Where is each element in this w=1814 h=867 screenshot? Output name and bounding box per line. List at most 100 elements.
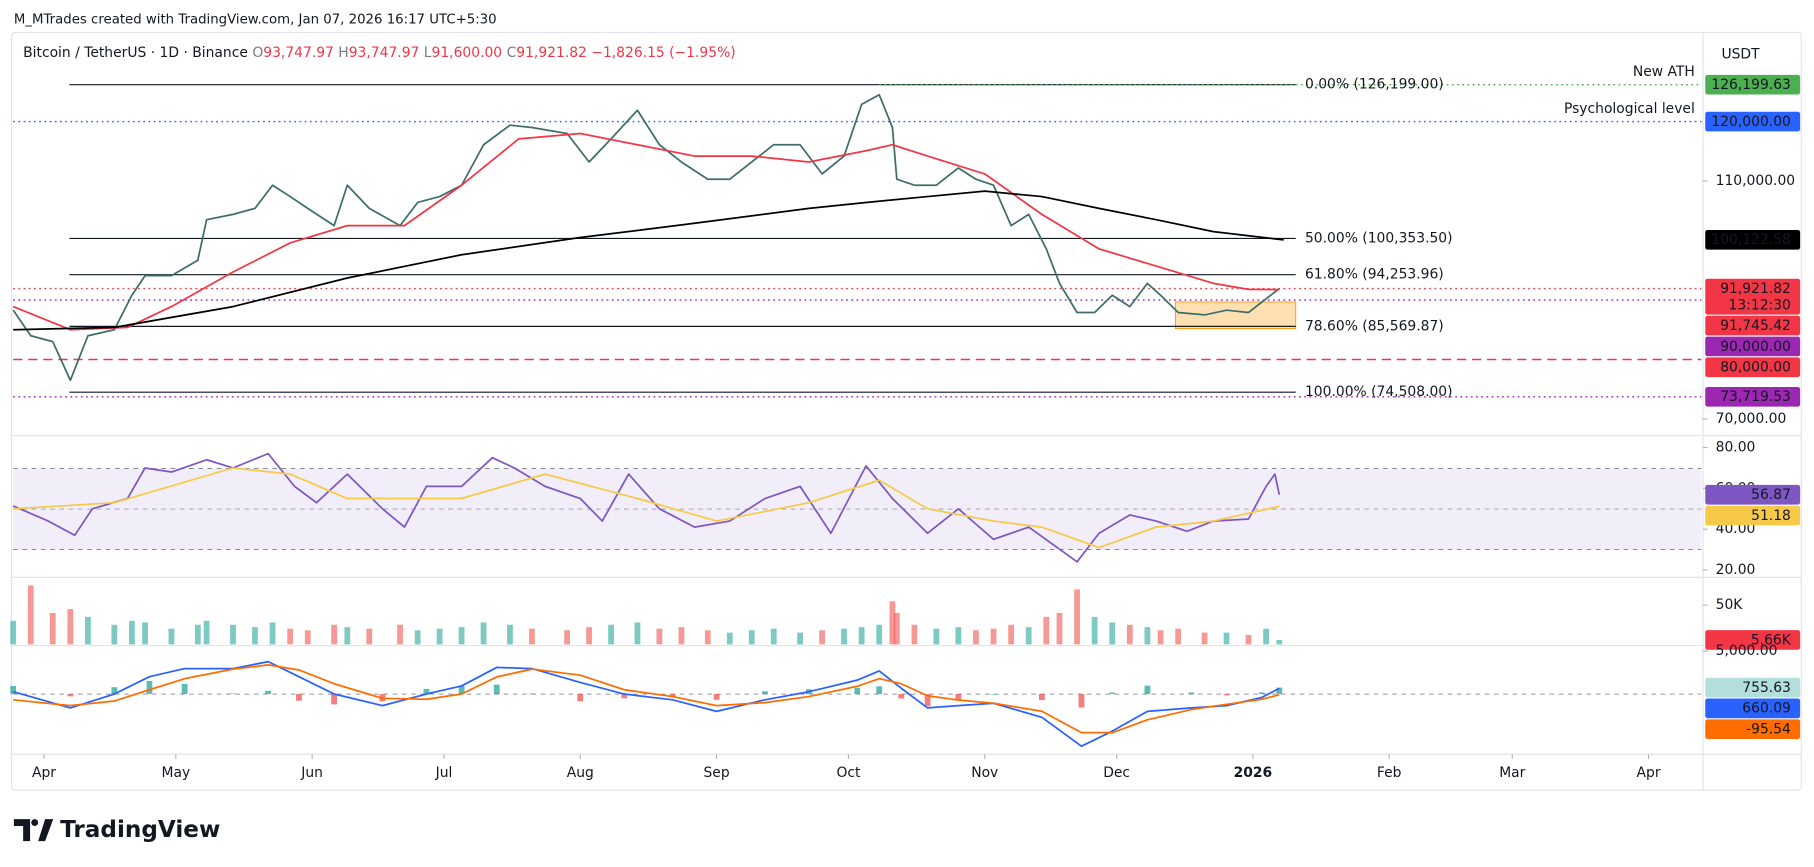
bar bbox=[265, 690, 272, 695]
price-label-box bbox=[1705, 505, 1801, 526]
bar bbox=[493, 684, 500, 695]
price-label-box bbox=[1705, 698, 1801, 719]
x-tick-label: Aug bbox=[567, 765, 594, 781]
price-label-box bbox=[1705, 677, 1801, 698]
price-label: 91,921.82 bbox=[1720, 281, 1791, 297]
volume-bar bbox=[1263, 628, 1269, 645]
fib-level-label: 78.60% (85,569.87) bbox=[1305, 318, 1444, 334]
price-label: 90,000.00 bbox=[1720, 339, 1791, 355]
volume-bar bbox=[933, 628, 940, 645]
fib-level-label: 61.80% (94,253.96) bbox=[1305, 267, 1444, 283]
x-tick-label: Sep bbox=[703, 765, 729, 781]
level-note: New ATH bbox=[1633, 64, 1695, 80]
volume-bar bbox=[1175, 628, 1182, 645]
price-label-box bbox=[1705, 315, 1801, 336]
bar bbox=[423, 688, 430, 695]
ohlc-value: 91,921.82 bbox=[516, 45, 587, 61]
countdown: 13:12:30 bbox=[1729, 297, 1791, 313]
x-tick-label: May bbox=[162, 765, 191, 781]
price-label: 5.66K bbox=[1751, 632, 1792, 648]
bar bbox=[146, 680, 153, 695]
volume-bar bbox=[168, 628, 175, 645]
price-label-box bbox=[1705, 630, 1801, 650]
price-line bbox=[12, 93, 1280, 382]
volume-bar bbox=[111, 624, 118, 645]
consolidation-box bbox=[1174, 301, 1297, 330]
volume-bar bbox=[331, 624, 338, 645]
volume-bar bbox=[27, 585, 34, 645]
guides bbox=[13, 83, 1708, 759]
volume-bar bbox=[586, 627, 592, 645]
footer-brand: TradingView bbox=[60, 817, 220, 843]
volume-bar bbox=[1126, 624, 1133, 645]
bar bbox=[854, 687, 861, 695]
indicator-line bbox=[12, 452, 1281, 563]
ohlc-key: L bbox=[424, 45, 432, 61]
bar bbox=[1223, 694, 1230, 696]
volume-bar bbox=[893, 612, 900, 645]
volume-bar bbox=[1223, 632, 1230, 645]
fib-level-label: 0.00% (126,199.00) bbox=[1305, 77, 1444, 93]
y-tick-label: 110,000.00 bbox=[1716, 173, 1795, 189]
price-label-box bbox=[1705, 357, 1801, 378]
volume-bar bbox=[230, 624, 236, 645]
volume-bar bbox=[128, 620, 135, 645]
volume-bar bbox=[49, 612, 56, 645]
volume-bar bbox=[269, 622, 276, 645]
volume-bar bbox=[287, 628, 294, 645]
bar bbox=[181, 684, 188, 695]
x-tick-label: Mar bbox=[1499, 765, 1525, 781]
price-label-box bbox=[1705, 74, 1801, 95]
volume-bar bbox=[1245, 634, 1252, 645]
attribution: M_MTrades created with TradingView.com, … bbox=[14, 13, 497, 28]
bar bbox=[713, 694, 720, 700]
bar bbox=[1276, 687, 1283, 695]
ohlc-key: H bbox=[338, 45, 348, 61]
price-change: −1,826.15 (−1.95%) bbox=[591, 45, 735, 61]
price-label: 660.09 bbox=[1742, 701, 1791, 717]
price-label: 91,745.42 bbox=[1720, 318, 1791, 334]
logo-dot bbox=[31, 819, 39, 827]
price-label: 120,000.00 bbox=[1711, 114, 1790, 130]
bar bbox=[621, 694, 628, 699]
bar bbox=[1039, 694, 1045, 701]
price-label: -95.54 bbox=[1746, 722, 1791, 738]
bar bbox=[898, 694, 905, 699]
volume-bar bbox=[458, 627, 465, 645]
bar bbox=[924, 694, 931, 707]
volume-bar bbox=[10, 620, 17, 645]
price-label: 126,199.63 bbox=[1711, 77, 1790, 93]
label-layer: 110,000.00 70,000.00 0.00% (126,199.00) 50.… bbox=[32, 64, 1801, 781]
volume-bar bbox=[973, 630, 979, 645]
volume-bar bbox=[1043, 616, 1050, 645]
price-label-box bbox=[1705, 278, 1801, 315]
price-label: 755.63 bbox=[1742, 680, 1791, 696]
bar bbox=[955, 694, 962, 700]
bar bbox=[1188, 692, 1195, 695]
volume-bar bbox=[414, 630, 421, 645]
volume-bar bbox=[480, 622, 487, 645]
volume-bar bbox=[1144, 627, 1151, 645]
ohlc-key: O bbox=[252, 45, 263, 61]
bar bbox=[1078, 694, 1085, 708]
bar bbox=[529, 693, 535, 695]
volume-bar bbox=[955, 627, 962, 645]
currency: USDT bbox=[1721, 46, 1760, 62]
footer-logo bbox=[13, 819, 54, 842]
price-label-box bbox=[1705, 111, 1801, 132]
bar bbox=[1258, 692, 1265, 695]
bar bbox=[762, 691, 768, 695]
x-tick-label: Dec bbox=[1103, 765, 1130, 781]
ohlc-value: 93,747.97 bbox=[349, 45, 420, 61]
bar bbox=[1144, 685, 1151, 695]
y-tick-label: 70,000.00 bbox=[1716, 411, 1787, 427]
volume-bar bbox=[770, 628, 777, 645]
x-tick-label: 2026 bbox=[1234, 765, 1273, 781]
bar bbox=[458, 685, 465, 695]
price-label: 73,719.53 bbox=[1720, 389, 1791, 405]
ohlc-value: 93,747.97 bbox=[263, 45, 334, 61]
volume-bar bbox=[194, 624, 201, 645]
symbol-title: Bitcoin / TetherUS · 1D · Binance bbox=[23, 45, 248, 61]
